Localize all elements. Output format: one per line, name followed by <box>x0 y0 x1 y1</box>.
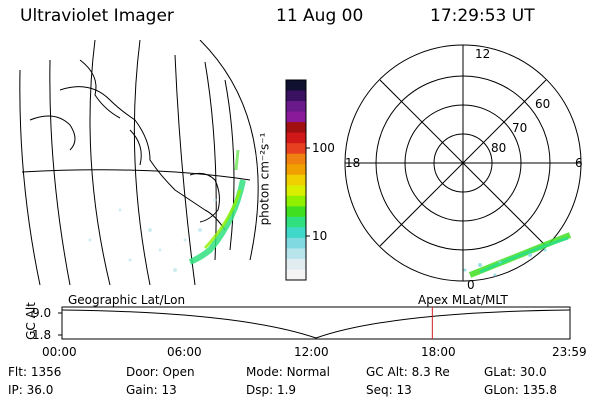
mlat-label-60: 60 <box>535 97 551 111</box>
colorbar-segment <box>286 237 306 249</box>
x-tick-1200: 12:00 <box>294 345 329 359</box>
x-tick-0600: 06:00 <box>167 345 202 359</box>
colorbar-segment <box>286 111 306 123</box>
mlt-label-18: 18 <box>345 156 361 170</box>
info-gc-alt: GC Alt: 8.3 Re <box>366 365 450 379</box>
colorbar-segment <box>286 90 306 102</box>
info-mode: Mode: Normal <box>246 365 330 379</box>
x-tick-2359: 23:59 <box>552 345 587 359</box>
mlt-label-0: 0 <box>467 278 475 292</box>
colorbar-segment <box>286 206 306 218</box>
info-ip: IP: 36.0 <box>8 383 54 397</box>
colorbar-segment <box>286 132 306 144</box>
info-glon: GLon: 135.8 <box>484 383 557 397</box>
mlt-label-12: 12 <box>475 47 491 61</box>
colorbar-segment <box>286 101 306 113</box>
colorbar-segment <box>286 122 306 134</box>
instrument-title: Ultraviolet Imager <box>20 6 174 26</box>
colorbar-segment <box>286 164 306 176</box>
observation-time: 17:29:53 UT <box>430 6 535 26</box>
colorbar-segment <box>286 258 306 270</box>
colorbar-segment <box>286 216 306 228</box>
info-gain: Gain: 13 <box>126 383 177 397</box>
colorbar-segment <box>286 227 306 239</box>
colorbar-segment <box>286 174 306 186</box>
colorbar-gradient <box>286 80 306 281</box>
colorbar-tick-10: 10 <box>312 229 328 243</box>
colorbar-segment <box>286 269 306 281</box>
colorbar-segment <box>286 153 306 165</box>
colorbar-segment <box>286 185 306 197</box>
colorbar-segment <box>286 195 306 207</box>
info-door: Door: Open <box>126 365 195 379</box>
colorbar-tick-100: 100 <box>312 141 335 155</box>
observation-date: 11 Aug 00 <box>276 6 364 26</box>
x-tick-1800: 18:00 <box>421 345 456 359</box>
x-tick-0000: 00:00 <box>42 345 77 359</box>
colorbar-segment <box>286 143 306 155</box>
y-tick-1-8: 1.8 <box>32 328 52 342</box>
colorbar-segment <box>286 80 306 92</box>
mlat-label-80: 80 <box>491 141 507 155</box>
info-dsp: Dsp: 1.9 <box>246 383 297 397</box>
y-tick-9: 9.0 <box>32 306 52 320</box>
info-glat: GLat: 30.0 <box>484 365 547 379</box>
geographic-caption: Geographic Lat/Lon <box>68 293 186 307</box>
mlt-label-6: 6 <box>575 156 583 170</box>
mlat-label-70: 70 <box>512 121 528 135</box>
info-flt: Flt: 1356 <box>8 365 62 379</box>
colorbar-segment <box>286 248 306 260</box>
apex-caption: Apex MLat/MLT <box>418 293 508 307</box>
info-seq: Seq: 13 <box>366 383 412 397</box>
